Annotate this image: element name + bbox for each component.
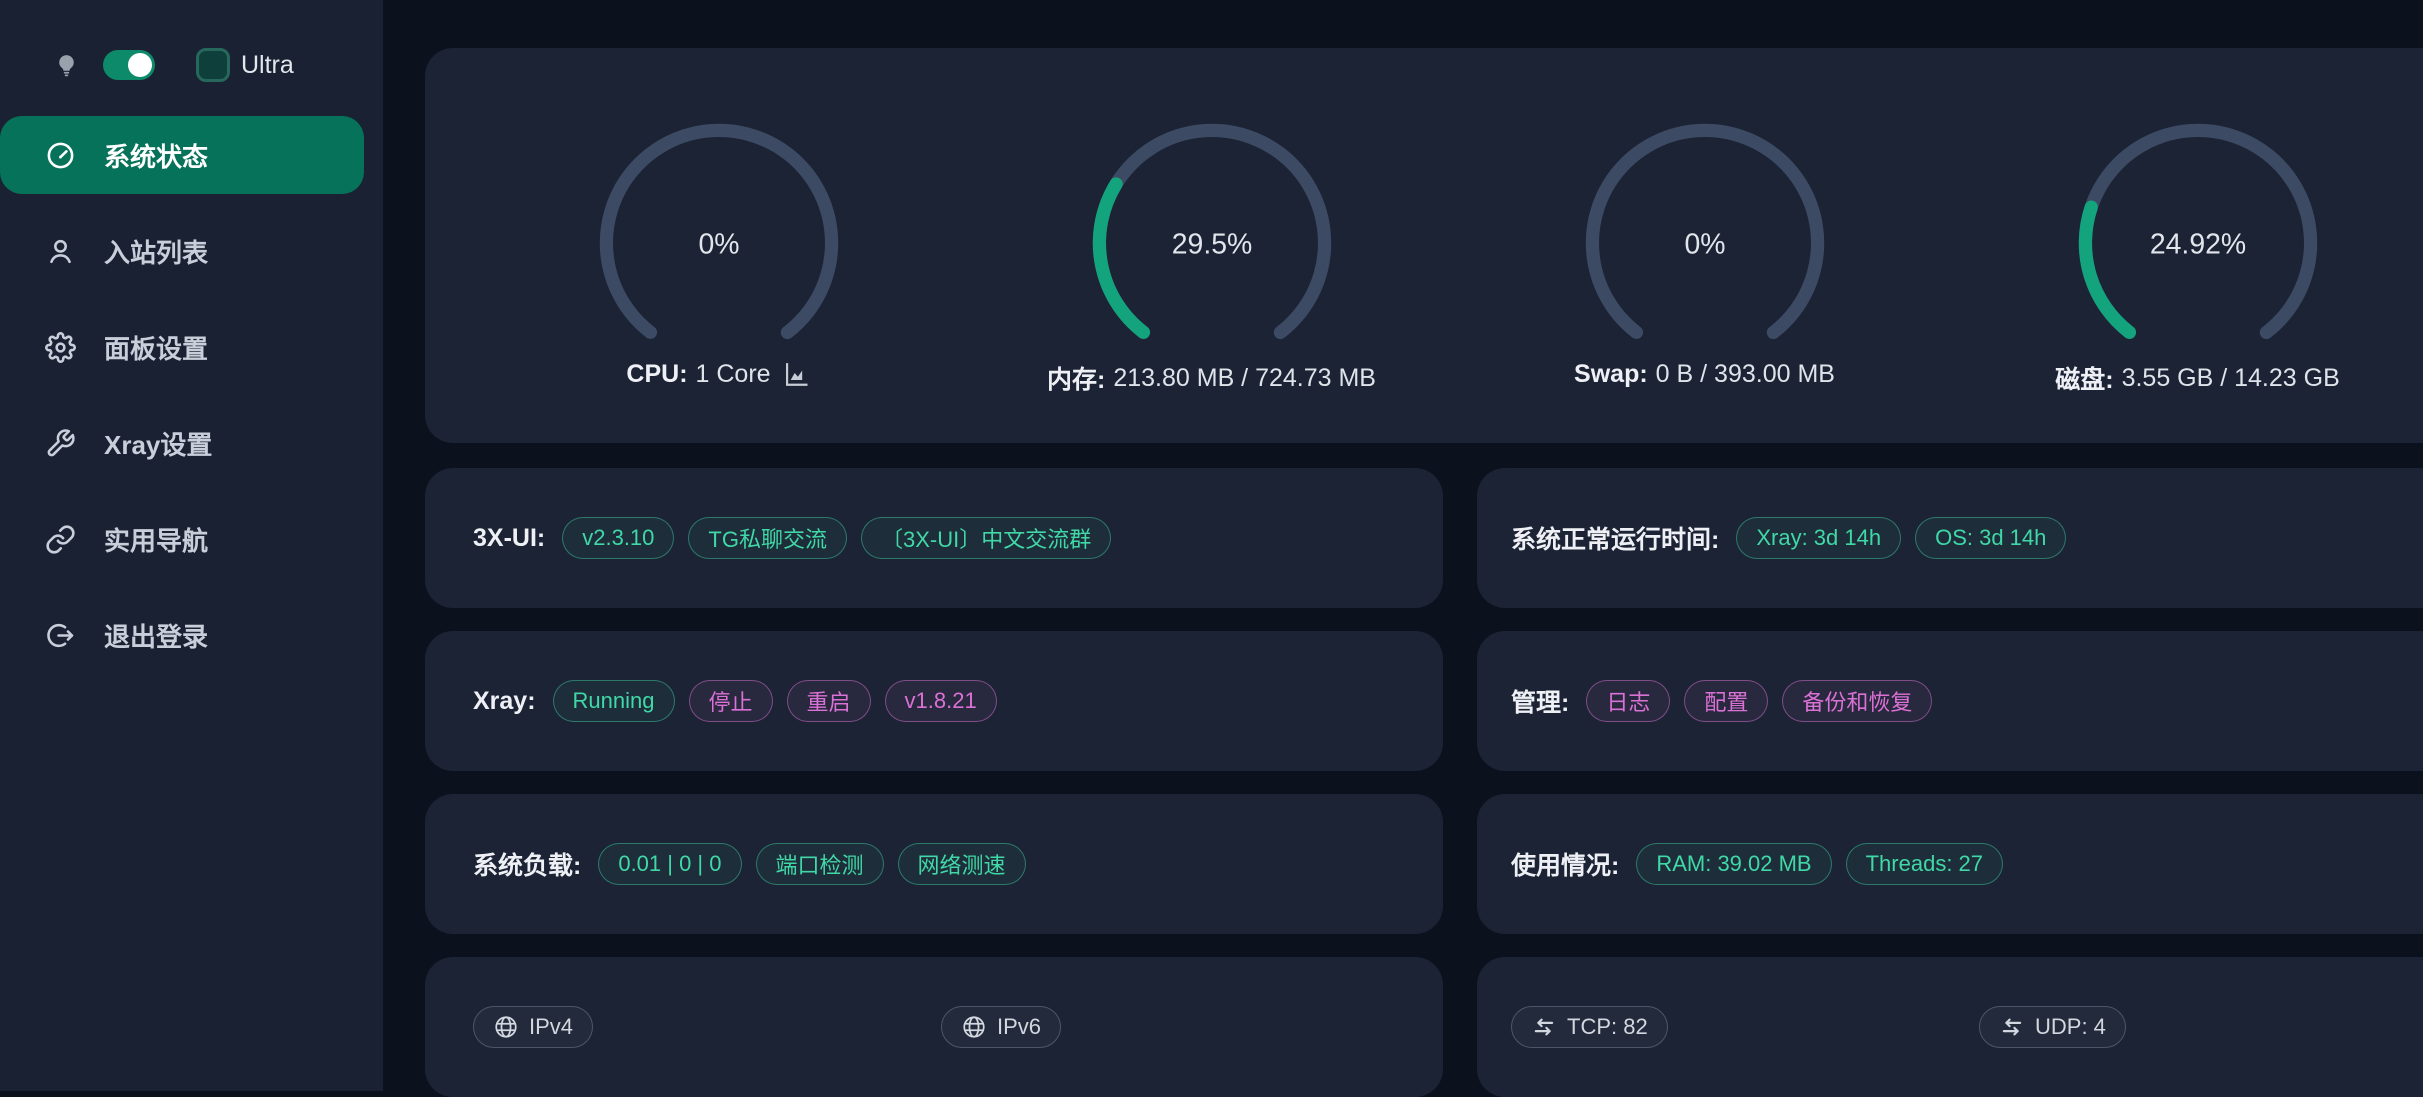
card-admin: 管理: 日志 配置 备份和恢复 <box>1477 631 2423 771</box>
card-usage: 使用情况: RAM: 39.02 MB Threads: 27 <box>1477 794 2423 934</box>
ports-pill-0: TCP: 82 <box>1511 1006 1668 1048</box>
card-load: 系统负载: 0.01 | 0 | 0 端口检测 网络测速 <box>425 794 1443 934</box>
sidebar: Ultra 系统状态入站列表面板设置 Xray设置 实用导航退出登录 <box>0 0 383 1091</box>
load-pill-2[interactable]: 网络测速 <box>897 843 1026 885</box>
gauge-cpu: 0% CPU: 1 Core <box>472 48 965 443</box>
gauge-memory-label: 内存: 213.80 MB / 724.73 MB <box>1047 363 1376 395</box>
sidebar-item-label: Xray设置 <box>104 429 213 460</box>
ports-pill-1: UDP: 4 <box>1979 1006 2126 1048</box>
logout-icon <box>45 620 76 651</box>
card-ip: IPv4 IPv6 <box>425 957 1443 1097</box>
threex-pill-2[interactable]: 〔3X-UI〕中文交流群 <box>860 517 1112 559</box>
xray-pill-2[interactable]: 重启 <box>786 680 871 722</box>
gauge-disk-ring: 24.92% <box>2078 123 2317 363</box>
sidebar-nav: 系统状态入站列表面板设置 Xray设置 实用导航退出登录 <box>0 116 383 674</box>
card-uptime: 系统正常运行时间: Xray: 3d 14h OS: 3d 14h <box>1477 468 2423 608</box>
uptime-pill-0: Xray: 3d 14h <box>1736 517 1902 559</box>
lightbulb-icon <box>54 52 79 79</box>
wrench-icon <box>45 428 76 459</box>
globe-icon <box>961 1014 987 1040</box>
gauge-swap: 0% Swap: 0 B / 393.00 MB <box>1458 48 1951 443</box>
gauge-cpu-ring: 0% <box>599 123 838 363</box>
xray-pill-3[interactable]: v1.8.21 <box>884 680 997 722</box>
card-ports: TCP: 82 UDP: 4 <box>1477 957 2423 1097</box>
load-pill-1[interactable]: 端口检测 <box>755 843 884 885</box>
gauge-memory-percent: 29.5% <box>1171 228 1251 260</box>
uptime-label: 系统正常运行时间: <box>1511 526 1720 554</box>
card-xray: Xray: Running 停止 重启 v1.8.21 <box>425 631 1443 771</box>
area-chart-icon[interactable] <box>782 360 811 389</box>
toggle-knob <box>128 53 152 77</box>
gauge-cpu-label: CPU: 1 Core <box>626 360 810 389</box>
ultra-label: Ultra <box>241 50 294 79</box>
ip-pill-0[interactable]: IPv4 <box>473 1006 594 1048</box>
sidebar-item-label: 面板设置 <box>104 333 209 364</box>
sidebar-item-panel-settings[interactable]: 面板设置 <box>0 308 364 386</box>
threex-label: 3X-UI: <box>473 523 546 552</box>
xray-pill-1[interactable]: 停止 <box>688 680 773 722</box>
threex-pill-0[interactable]: v2.3.10 <box>562 517 675 559</box>
sidebar-item-label: 退出登录 <box>104 621 209 652</box>
gauge-disk-percent: 24.92% <box>2149 228 2245 260</box>
globe-icon <box>493 1014 519 1040</box>
swap-icon <box>1531 1014 1557 1040</box>
sidebar-item-label: 系统状态 <box>104 141 209 172</box>
admin-pill-2[interactable]: 备份和恢复 <box>1782 680 1933 722</box>
admin-pill-1[interactable]: 配置 <box>1684 680 1769 722</box>
user-icon <box>45 236 76 267</box>
load-label: 系统负载: <box>473 852 582 880</box>
main-content: 0% CPU: 1 Core 29.5% 内存: 213.80 MB / 724.73 M… <box>383 0 2423 1097</box>
sidebar-item-navigation[interactable]: 实用导航 <box>0 500 364 578</box>
gear-icon <box>45 331 76 363</box>
gauge-disk: 24.92% 磁盘: 3.55 GB / 14.23 GB <box>1951 48 2423 443</box>
gauge-disk-label: 磁盘: 3.55 GB / 14.23 GB <box>2055 363 2340 395</box>
theme-toggle[interactable] <box>103 50 155 80</box>
xray-pill-0: Running <box>552 680 675 722</box>
gauge-memory: 29.5% 内存: 213.80 MB / 724.73 MB <box>965 48 1458 443</box>
uptime-pill-1: OS: 3d 14h <box>1915 517 2067 559</box>
link-icon <box>45 524 76 555</box>
usage-pill-1: Threads: 27 <box>1845 843 2004 885</box>
load-pill-0: 0.01 | 0 | 0 <box>598 843 742 885</box>
card-threex: 3X-UI: v2.3.10 TG私聊交流 〔3X-UI〕中文交流群 <box>425 468 1443 608</box>
sidebar-item-xray-settings[interactable]: Xray设置 <box>0 404 364 482</box>
sidebar-item-label: 入站列表 <box>104 237 209 268</box>
ip-pill-1[interactable]: IPv6 <box>941 1006 1062 1048</box>
ultra-checkbox[interactable] <box>196 48 230 82</box>
gauge-memory-ring: 29.5% <box>1092 123 1331 363</box>
threex-pill-1[interactable]: TG私聊交流 <box>688 517 847 559</box>
dashboard-icon <box>45 140 76 171</box>
gauge-cpu-percent: 0% <box>698 228 739 260</box>
usage-label: 使用情况: <box>1511 852 1620 880</box>
admin-label: 管理: <box>1511 689 1570 717</box>
usage-pill-0: RAM: 39.02 MB <box>1636 843 1832 885</box>
sidebar-item-inbounds[interactable]: 入站列表 <box>0 212 364 290</box>
sidebar-item-status[interactable]: 系统状态 <box>0 116 364 194</box>
system-stats-card: 0% CPU: 1 Core 29.5% 内存: 213.80 MB / 724.73 M… <box>425 48 2423 443</box>
theme-row: Ultra <box>0 46 383 84</box>
sidebar-item-label: 实用导航 <box>104 525 209 556</box>
gauge-swap-label: Swap: 0 B / 393.00 MB <box>1574 360 1835 388</box>
gauge-swap-ring: 0% <box>1585 123 1824 363</box>
xray-label: Xray: <box>473 686 536 715</box>
gauge-swap-percent: 0% <box>1684 228 1725 260</box>
info-cards-grid: 3X-UI: v2.3.10 TG私聊交流 〔3X-UI〕中文交流群 系统正常运行时间:… <box>425 468 2423 1097</box>
sidebar-item-logout[interactable]: 退出登录 <box>0 596 364 674</box>
swap-icon <box>1999 1014 2025 1040</box>
admin-pill-0[interactable]: 日志 <box>1586 680 1671 722</box>
